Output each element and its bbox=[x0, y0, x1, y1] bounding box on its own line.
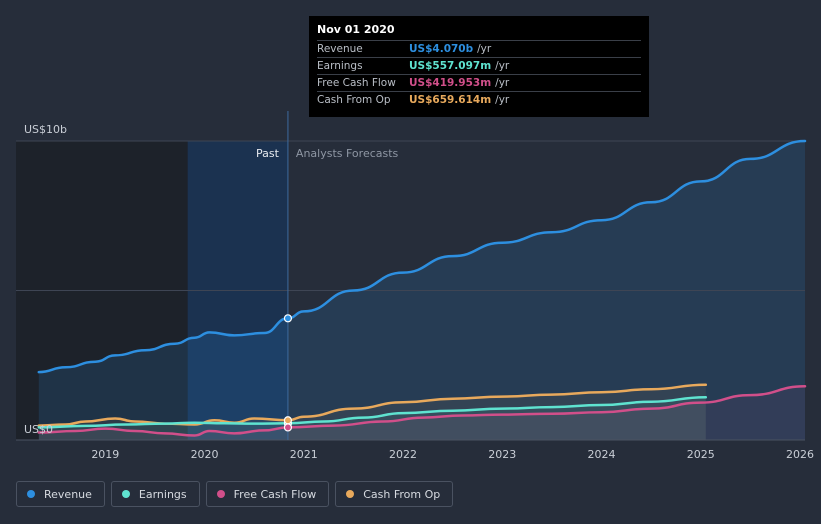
past-label: Past bbox=[256, 147, 280, 160]
x-tick-labels: 2019 2020 2021 2022 2023 2024 2025 2026 bbox=[91, 448, 814, 461]
x-tick-label: 2025 bbox=[687, 448, 715, 461]
legend-dot-icon bbox=[121, 490, 130, 498]
x-tick-label: 2026 bbox=[786, 448, 814, 461]
tooltip: Nov 01 2020 Revenue US$4.070b /yr Earnin… bbox=[309, 16, 649, 117]
x-tick-label: 2024 bbox=[588, 448, 616, 461]
legend-dot-icon bbox=[346, 490, 355, 498]
tooltip-unit: /yr bbox=[477, 43, 492, 55]
marker-cash-from-op bbox=[283, 416, 293, 425]
marker-revenue bbox=[283, 314, 293, 323]
tooltip-row-free-cash-flow: Free Cash Flow US$419.953m /yr bbox=[317, 74, 641, 91]
series-line-free-cash-flow bbox=[37, 384, 807, 437]
legend-dot-icon bbox=[27, 490, 35, 498]
tooltip-unit: /yr bbox=[495, 94, 510, 106]
series-lines bbox=[37, 139, 807, 437]
forecast-label: Analysts Forecasts bbox=[296, 147, 399, 160]
series-line-revenue bbox=[37, 139, 807, 374]
tooltip-label: Free Cash Flow bbox=[317, 77, 396, 89]
legend-label: Revenue bbox=[44, 487, 92, 501]
legend-item-earnings[interactable]: Earnings bbox=[110, 481, 200, 507]
tooltip-row-cash-from-op: Cash From Op US$659.614m /yr bbox=[317, 91, 641, 108]
legend-item-cash-from-op[interactable]: Cash From Op bbox=[335, 481, 454, 507]
legend-dot-icon bbox=[216, 490, 225, 498]
x-tick-label: 2019 bbox=[91, 448, 119, 461]
tooltip-unit: /yr bbox=[495, 77, 510, 89]
tooltip-value: US$557.097m bbox=[409, 60, 492, 72]
series-area-free-cash-flow bbox=[38, 386, 806, 440]
tooltip-unit: /yr bbox=[495, 60, 510, 72]
tooltip-label: Earnings bbox=[317, 60, 363, 72]
tooltip-label: Cash From Op bbox=[317, 94, 391, 106]
x-tick-label: 2022 bbox=[389, 448, 417, 461]
legend-label: Free Cash Flow bbox=[233, 487, 317, 501]
y-label-top: US$10b bbox=[24, 123, 67, 136]
marker-free-cash-flow bbox=[283, 423, 293, 432]
series-line-cash-from-op bbox=[37, 383, 708, 427]
tooltip-value: US$4.070b bbox=[409, 43, 474, 55]
legend: Revenue Earnings Free Cash Flow Cash Fro… bbox=[16, 481, 454, 507]
tooltip-label: Revenue bbox=[317, 43, 363, 55]
hover-markers bbox=[283, 314, 293, 432]
tooltip-row-revenue: Revenue US$4.070b /yr bbox=[317, 40, 641, 57]
legend-item-revenue[interactable]: Revenue bbox=[16, 481, 105, 507]
legend-label: Cash From Op bbox=[363, 487, 441, 501]
tooltip-value: US$419.953m bbox=[409, 77, 492, 89]
tooltip-date: Nov 01 2020 bbox=[317, 23, 395, 36]
tooltip-row-earnings: Earnings US$557.097m /yr bbox=[317, 57, 641, 74]
series-line-earnings bbox=[37, 395, 708, 429]
series-area-cash-from-op bbox=[38, 384, 706, 440]
y-label-bottom: US$0 bbox=[24, 423, 53, 436]
legend-label: Earnings bbox=[138, 487, 187, 501]
x-tick-label: 2023 bbox=[488, 448, 516, 461]
legend-item-free-cash-flow[interactable]: Free Cash Flow bbox=[205, 481, 330, 507]
x-tick-label: 2021 bbox=[290, 448, 318, 461]
x-tick-label: 2020 bbox=[191, 448, 219, 461]
tooltip-value: US$659.614m bbox=[409, 94, 492, 106]
